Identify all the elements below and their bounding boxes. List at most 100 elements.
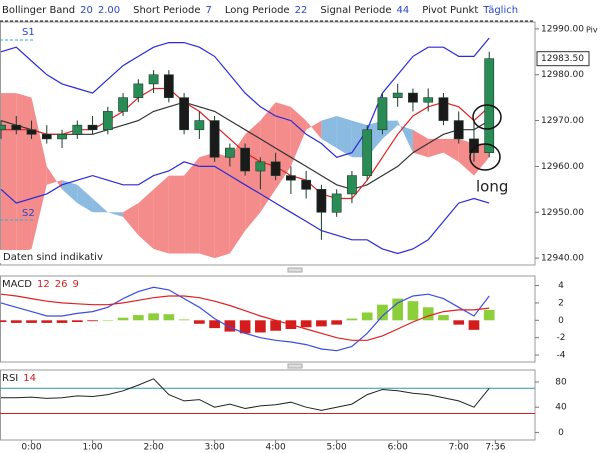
candle-body [194,120,205,131]
candle-body [408,92,418,103]
notice-box [0,250,72,263]
cloud-segment [107,212,124,217]
histogram-bar [255,320,266,333]
cloud-segment [62,180,78,204]
cloud-segment [260,102,276,213]
y-tick-label: 12950.00 [541,208,584,218]
indicator-param: 14 [23,373,36,384]
candle-body [26,129,37,135]
cloud-segment [168,175,185,254]
candle-body [209,120,220,158]
y-tick-label: 12960.00 [541,162,584,172]
candle-body [118,97,128,112]
candle-body [377,97,388,131]
indicator-param: 2.00 [98,5,120,16]
candle-body [453,120,464,140]
histogram-bar [438,315,449,321]
last-price-box [536,51,590,67]
cloud-segment [199,152,215,259]
candle-body [11,124,22,131]
histogram-bar [41,320,53,323]
histogram-bar [26,320,37,323]
y-tick-label: 40 [555,403,567,413]
cloud-segment [77,184,93,213]
histogram-bar [422,307,434,321]
cloud-segment [306,120,322,139]
cloud-segment [123,203,139,236]
x-tick-label: 0:00 [21,443,41,453]
macd-line [0,293,490,341]
indicator-label: RSI [2,373,18,384]
y-tick-label: 4 [558,281,564,291]
histogram-bar [377,304,388,321]
indicator-line [0,101,490,190]
histogram-bar [392,298,404,321]
macd-panel [0,275,536,363]
x-tick-label: 3:00 [205,443,225,453]
x-tick-label: 7:00 [449,443,469,453]
histogram-bar [224,320,236,332]
indicator-label: Bollinger Band [2,5,75,16]
y-tick-label: 0 [558,316,564,326]
candle-body [286,175,296,181]
y-tick-label: 80 [555,377,567,387]
indicator-label: Signal Periode [320,5,391,16]
plot-layer: 12990.00 12980.00 12970.00 12960.00 12950.00… [0,5,590,453]
indicator-param: Täglich [482,5,518,16]
y-tick-label: 2 [558,298,564,308]
candle-body [423,97,434,103]
price-panel [0,21,536,266]
histogram-bar [407,301,419,321]
candle-body [163,74,174,98]
signal-label: long [476,178,508,196]
highlight-circle [472,104,502,130]
histogram-bar [468,320,480,330]
histogram-bar [117,317,129,321]
candle-body [270,161,281,176]
histogram-bar [239,320,251,334]
histogram-bar [102,320,114,321]
cloud-segment [46,166,63,190]
histogram-bar [194,320,205,324]
candle-body [301,179,312,190]
candle-body [255,161,266,172]
notice: Daten sind indikativ [3,252,103,263]
candle-body [316,189,327,213]
candle-body [392,92,403,98]
candle-body [133,83,144,98]
candle-body [72,124,83,135]
cloud-segment [138,189,154,249]
candle-body [41,134,52,140]
resize-grip[interactable] [287,267,303,273]
cloud-segment [321,115,337,149]
cloud-segment [214,152,230,259]
cloud-segment [153,175,169,254]
cloud-segment [428,138,444,158]
histogram-bar [361,312,373,321]
x-tick-label: 7:36 [485,443,505,453]
y-tick-label: 12970.00 [541,116,584,126]
indicator-line [0,161,490,255]
indicator-param: 12 [37,279,50,290]
candle-body [347,175,357,195]
candle-body [102,111,113,131]
histogram-bar [316,320,327,327]
histogram-bar [10,320,22,323]
s1-label: S1 [22,27,35,38]
indicator-param: 7 [205,5,211,16]
histogram-bar [132,315,144,321]
resize-grip[interactable] [287,363,303,369]
candle-body [179,97,189,131]
x-tick-label: 4:00 [266,443,286,453]
rsi-line [1,378,490,411]
candle-body [438,97,449,121]
candle-body [57,134,67,140]
candle-body [331,193,342,213]
y-tick-label: 12940.00 [541,254,584,264]
s2-label: S2 [22,208,35,219]
histogram-bar [178,319,190,321]
indicator-param: 44 [397,5,410,16]
histogram-bar [483,309,495,321]
indicator-label: Short Periode [133,5,200,16]
